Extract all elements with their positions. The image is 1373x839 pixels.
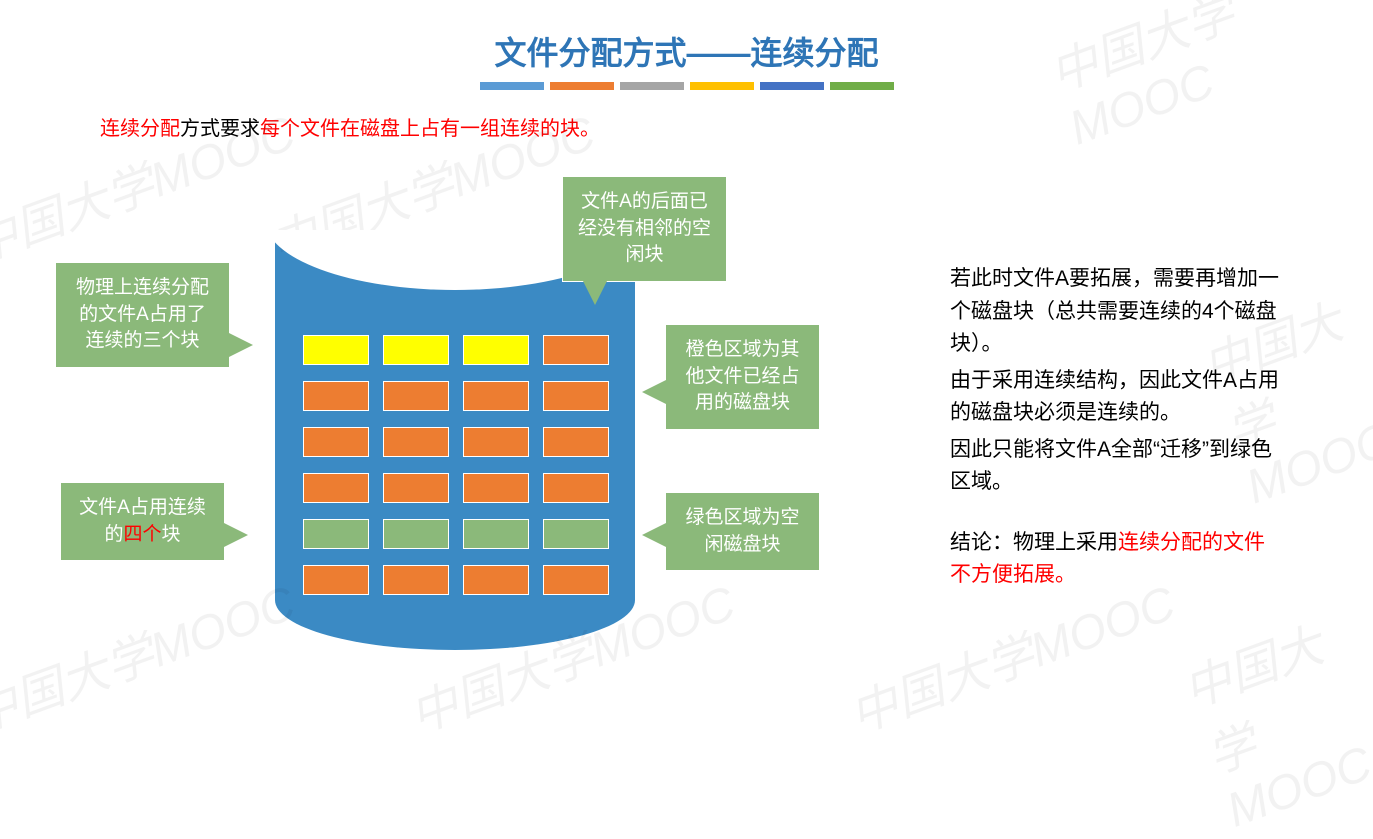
disk-block [543,427,609,457]
callout-text: 文件A的后面已经没有相邻的空闲块 [578,191,711,265]
disk-block [303,335,369,365]
watermark: 中国大学MOOC [1172,596,1373,838]
disk-block [383,427,449,457]
callout-green-free: 绿色区域为空闲磁盘块 [665,492,820,571]
callout-pointer [224,523,248,547]
disk-block [383,519,449,549]
callout-text: 橙色区域为其他文件已经占用的磁盘块 [685,339,799,413]
watermark: 中国大学MOOC [0,564,303,747]
disk-block [303,381,369,411]
disk-block [303,519,369,549]
slide-title: 文件分配方式——连续分配 [0,0,1373,74]
callout-file-a-three-blocks: 物理上连续分配的文件A占用了连续的三个块 [55,262,230,368]
side-p1: 若此时文件A要拓展，需要再增加一个磁盘块（总共需要连续的4个磁盘块）。 [950,263,1280,361]
disk-block [383,565,449,595]
disk-block [543,473,609,503]
callout-no-adjacent-free: 文件A的后面已经没有相邻的空闲块 [562,176,727,282]
ubar-6 [830,82,894,90]
side-p2: 由于采用连续结构，因此文件A占用的磁盘块必须是连续的。 [950,365,1280,430]
disk-block [303,565,369,595]
disk-diagram [275,230,635,670]
disk-block [463,473,529,503]
disk-block [383,381,449,411]
callout-pointer [642,523,666,547]
callout-file-a-four-blocks: 文件A占用连续的四个块 [60,482,225,561]
callout-pointer [229,333,253,357]
intro-seg2: 方式要求 [180,118,260,140]
callout-pointer [583,281,607,305]
disk-block [383,473,449,503]
ubar-2 [550,82,614,90]
side-explanation: 若此时文件A要拓展，需要再增加一个磁盘块（总共需要连续的4个磁盘块）。 由于采用… [950,263,1280,596]
callout-pointer [642,380,666,404]
title-text: 文件分配方式——连续分配 [494,35,878,71]
ubar-3 [620,82,684,90]
disk-block [463,381,529,411]
disk-block [463,565,529,595]
intro-text: 连续分配方式要求每个文件在磁盘上占有一组连续的块。 [100,112,1373,141]
callout-text-post: 块 [162,524,181,545]
disk-block [303,427,369,457]
disk-block [463,335,529,365]
intro-seg3: 每个文件在磁盘上占有一组连续的块。 [260,118,600,140]
callout-text: 绿色区域为空闲磁盘块 [685,507,799,555]
block-grid [303,335,609,595]
title-underline [0,82,1373,90]
disk-block [543,565,609,595]
intro-seg1: 连续分配 [100,118,180,140]
ubar-1 [480,82,544,90]
callout-text: 物理上连续分配的文件A占用了连续的三个块 [76,277,209,351]
ubar-4 [690,82,754,90]
side-p3: 因此只能将文件A全部“迁移”到绿色区域。 [950,434,1280,499]
disk-block [303,473,369,503]
disk-block [463,427,529,457]
disk-block [543,335,609,365]
ubar-5 [760,82,824,90]
side-p4: 结论：物理上采用连续分配的文件不方便拓展。 [950,527,1280,592]
disk-block [463,519,529,549]
side-p4-pre: 结论：物理上采用 [950,531,1118,554]
disk-block [543,381,609,411]
disk-block [383,335,449,365]
callout-text-hl: 四个 [123,524,161,545]
callout-orange-used: 橙色区域为其他文件已经占用的磁盘块 [665,324,820,430]
disk-block [543,519,609,549]
